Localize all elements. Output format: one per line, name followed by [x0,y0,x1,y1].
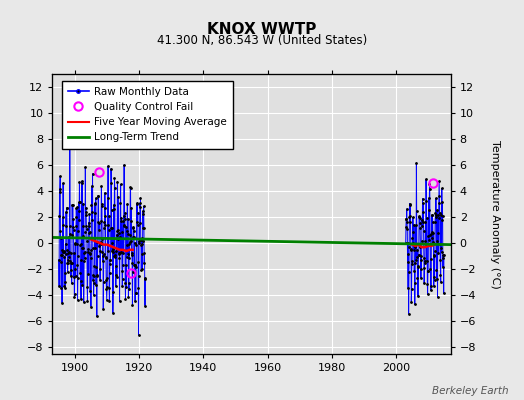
Text: KNOX WWTP: KNOX WWTP [208,22,316,37]
Y-axis label: Temperature Anomaly (°C): Temperature Anomaly (°C) [490,140,500,288]
Text: Berkeley Earth: Berkeley Earth [432,386,508,396]
Legend: Raw Monthly Data, Quality Control Fail, Five Year Moving Average, Long-Term Tren: Raw Monthly Data, Quality Control Fail, … [62,81,233,149]
Text: 41.300 N, 86.543 W (United States): 41.300 N, 86.543 W (United States) [157,34,367,47]
